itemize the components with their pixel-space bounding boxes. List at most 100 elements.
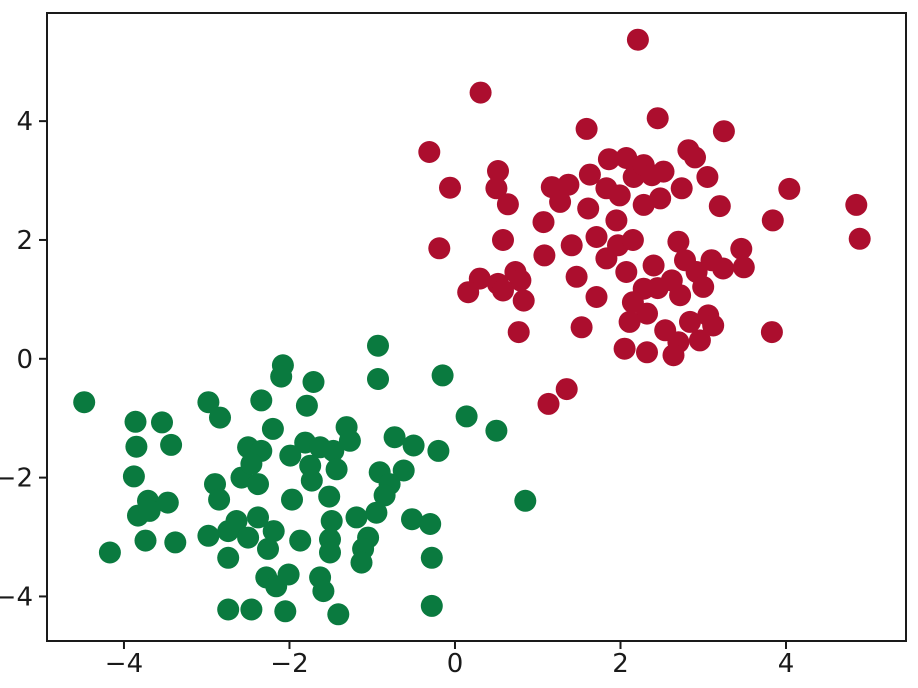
data-point-cluster-red: [457, 281, 480, 304]
data-point-cluster-red: [570, 316, 593, 339]
data-point-cluster-green: [240, 452, 263, 475]
data-point-cluster-green: [392, 459, 415, 482]
data-point-cluster-green: [164, 531, 187, 554]
data-point-cluster-green: [151, 411, 173, 434]
data-point-cluster-green: [197, 391, 220, 414]
data-point-cluster-red: [560, 234, 583, 257]
data-point-cluster-green: [134, 529, 157, 552]
data-point-cluster-red: [696, 166, 719, 188]
data-point-cluster-green: [345, 506, 368, 529]
data-point-cluster-green: [383, 426, 406, 449]
data-point-cluster-green: [455, 405, 478, 428]
data-point-cluster-red: [712, 120, 735, 143]
data-point-cluster-green: [367, 334, 389, 357]
data-point-cluster-green: [240, 598, 263, 621]
data-point-cluster-red: [485, 177, 508, 200]
data-point-cluster-green: [431, 364, 454, 387]
data-point-cluster-red: [555, 378, 578, 401]
data-point-cluster-red: [712, 257, 735, 280]
data-point-cluster-red: [761, 209, 784, 232]
x-tick-label: −2: [270, 649, 308, 679]
data-point-cluster-green: [289, 529, 312, 552]
data-point-cluster-red: [469, 81, 492, 104]
data-point-cluster-red: [533, 244, 556, 267]
data-point-cluster-green: [322, 439, 345, 462]
data-point-cluster-red: [608, 184, 631, 207]
data-point-cluster-green: [138, 499, 161, 522]
data-point-cluster-red: [692, 275, 715, 298]
data-point-cluster-green: [327, 603, 350, 626]
data-point-cluster-red: [575, 117, 598, 140]
data-point-cluster-green: [250, 389, 273, 412]
data-point-cluster-red: [652, 160, 675, 183]
data-point-cluster-red: [565, 265, 588, 288]
data-point-cluster-red: [492, 279, 514, 302]
data-point-cluster-red: [702, 314, 725, 337]
y-tick-label: 2: [16, 226, 33, 256]
data-point-cluster-red: [557, 173, 580, 196]
data-point-cluster-green: [402, 434, 425, 457]
data-point-cluster-green: [257, 537, 279, 560]
data-point-cluster-red: [532, 211, 555, 234]
data-point-cluster-green: [350, 551, 373, 574]
data-point-cluster-green: [277, 563, 300, 586]
data-point-cluster-green: [125, 435, 148, 458]
data-point-cluster-red: [679, 310, 701, 333]
data-point-cluster-green: [373, 484, 396, 507]
data-point-cluster-green: [338, 429, 361, 452]
data-point-cluster-green: [302, 371, 325, 393]
data-point-cluster-green: [420, 594, 443, 617]
data-point-cluster-green: [320, 510, 343, 532]
data-point-cluster-green: [217, 546, 240, 569]
data-point-cluster-green: [217, 598, 240, 621]
data-point-cluster-red: [636, 341, 658, 364]
data-point-cluster-red: [684, 146, 706, 169]
data-point-cluster-green: [247, 506, 269, 529]
data-point-cluster-green: [197, 524, 220, 547]
data-point-cluster-green: [365, 501, 388, 524]
x-tick-label: −4: [105, 649, 143, 679]
data-point-cluster-red: [649, 187, 672, 210]
data-point-cluster-red: [621, 229, 644, 251]
data-point-cluster-red: [615, 147, 638, 169]
x-tick-label: 2: [612, 649, 629, 679]
data-point-cluster-red: [615, 261, 638, 283]
data-point-cluster-red: [585, 286, 608, 308]
data-point-cluster-red: [778, 177, 801, 200]
data-point-cluster-green: [279, 444, 302, 467]
data-point-cluster-green: [427, 439, 450, 462]
data-point-cluster-red: [597, 148, 620, 171]
data-point-cluster-green: [160, 433, 183, 456]
data-point-cluster-red: [577, 197, 600, 220]
data-point-cluster-green: [420, 546, 443, 569]
data-point-cluster-red: [642, 254, 665, 277]
data-point-cluster-red: [496, 193, 519, 216]
data-point-cluster-green: [247, 473, 269, 496]
data-point-cluster-red: [549, 190, 572, 213]
data-point-cluster-red: [848, 227, 871, 250]
data-point-cluster-green: [419, 513, 442, 535]
data-point-cluster-red: [688, 329, 711, 352]
data-point-cluster-green: [401, 508, 423, 531]
data-point-cluster-green: [237, 526, 260, 549]
data-point-cluster-red: [492, 229, 514, 251]
data-point-cluster-green: [122, 465, 145, 488]
data-point-cluster-green: [274, 600, 297, 623]
data-point-cluster-green: [262, 520, 285, 543]
x-tick-label: 0: [447, 649, 464, 679]
data-point-cluster-green: [124, 410, 147, 433]
data-point-cluster-red: [708, 195, 731, 218]
data-point-cluster-green: [319, 541, 341, 564]
data-point-cluster-green: [325, 458, 348, 481]
y-tick-label: 0: [16, 345, 33, 375]
data-point-cluster-red: [578, 163, 601, 186]
data-point-cluster-green: [156, 491, 179, 514]
data-point-cluster-red: [670, 177, 693, 200]
data-point-cluster-red: [439, 176, 461, 199]
data-point-cluster-red: [595, 247, 618, 270]
data-point-cluster-red: [585, 226, 608, 248]
data-point-cluster-red: [732, 256, 755, 279]
data-point-cluster-green: [261, 417, 284, 440]
data-point-cluster-green: [270, 365, 293, 388]
data-point-cluster-red: [646, 107, 669, 130]
